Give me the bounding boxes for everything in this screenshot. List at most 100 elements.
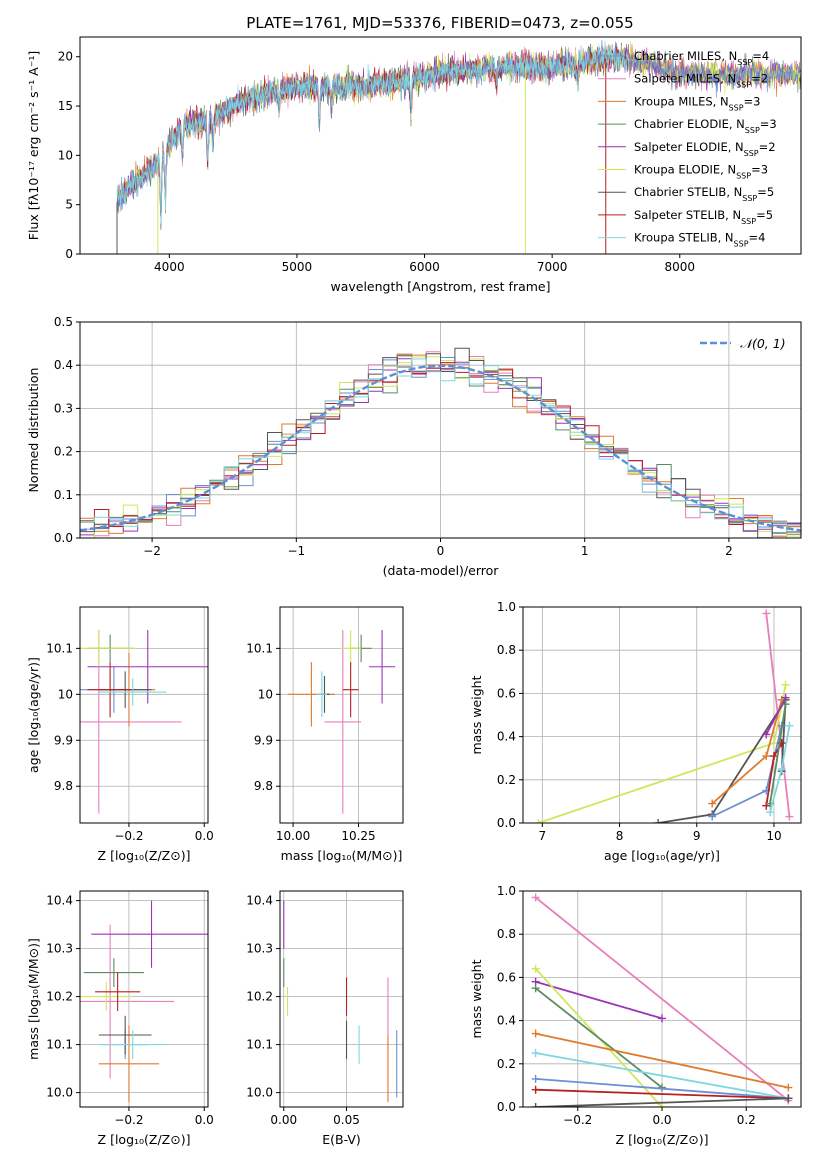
axes: −0.2 0.0 9.8 9.9 10 10.1 Z [log₁₀(Z/Z⊙)] age [l… (26, 606, 214, 863)
legend-label: Salpeter MILES, NSSP=2 (634, 72, 768, 90)
y-tick-label: 0.5 (54, 315, 73, 329)
mass-vs-metallicity-panel: −0.2 0.0 10.0 10.1 10.2 10.3 10.4 Z [log₁₀(Z/Z⊙… (26, 890, 214, 1147)
y-tick-label: 0.8 (497, 927, 516, 941)
residuals-panel: −2 −1 0 1 2 0.0 0.1 0.2 0.3 0.4 0.5 (data-model)/er… (26, 315, 802, 578)
weight-marker (531, 1049, 540, 1057)
axes-frame (522, 606, 802, 824)
axes-frame (79, 890, 209, 1108)
weight-marker (654, 819, 663, 823)
weight-marker (785, 812, 794, 821)
legend-label: Chabrier STELIB, NSSP=5 (634, 185, 774, 203)
weight-marker (777, 765, 786, 773)
weight-marker (531, 1085, 540, 1094)
legend-label: Salpeter ELODIE, NSSP=2 (634, 140, 776, 158)
y-tick-label: 10.4 (246, 894, 273, 908)
x-tick-label: −0.2 (563, 1113, 592, 1127)
y-tick-label: 9.8 (54, 779, 73, 793)
x-axis-label: age [log₁₀(age/yr)] (604, 848, 720, 863)
spectrum-panel: 4000 5000 6000 7000 8000 0 5 10 15 20 wavelength [… (26, 36, 802, 294)
x-tick-label: 0 (437, 544, 445, 558)
x-tick-label: 0.05 (333, 1113, 360, 1127)
x-tick-label: −0.2 (114, 1113, 143, 1127)
y-axis-label: Normed distribution (26, 368, 41, 493)
weight-marker (708, 799, 717, 808)
y-axis-label: age [log₁₀(age/yr)] (26, 657, 41, 773)
x-tick-label: 8 (616, 829, 624, 843)
y-tick-label: 0.3 (54, 401, 73, 415)
weight-marker (531, 893, 540, 902)
weight-marker (769, 739, 778, 748)
x-tick-label: 6000 (409, 260, 440, 274)
axes-frame (79, 606, 209, 824)
y-axis-label: mass weight (469, 959, 484, 1038)
weight-marker (781, 700, 790, 709)
x-tick-label: 10.00 (276, 829, 310, 843)
x-axis-label: wavelength [Angstrom, rest frame] (330, 279, 550, 294)
weight-marker (531, 964, 540, 973)
y-tick-label: 0.4 (497, 730, 516, 744)
weight-marker (531, 1103, 540, 1107)
y-tick-label: 0.2 (497, 773, 516, 787)
plot-area (287, 629, 396, 814)
weight-marker (762, 730, 771, 739)
weight-marker (534, 819, 543, 823)
x-axis-label: E(B-V) (322, 1132, 361, 1147)
plot-area (80, 347, 801, 538)
weight-line (535, 1078, 789, 1100)
axes: −0.2 0.0 10.0 10.1 10.2 10.3 10.4 Z [log₁₀(Z/Z⊙… (26, 890, 214, 1147)
weight-line (535, 896, 789, 1102)
y-tick-label: 0 (65, 247, 73, 261)
age-vs-mass-panel: 10.00 10.25 9.8 9.9 10 10.1 mass [log₁₀(M/M⊙)] (246, 606, 404, 863)
x-tick-label: 0.0 (652, 1113, 671, 1127)
plot-area (534, 609, 794, 823)
legend-label: Chabrier ELODIE, NSSP=3 (634, 117, 777, 135)
weight-marker (762, 752, 771, 761)
x-tick-label: 0.0 (195, 829, 214, 843)
plot-area (80, 900, 208, 1103)
axes-frame (79, 36, 802, 255)
axes: 4000 5000 6000 7000 8000 0 5 10 15 20 wavelength [… (26, 36, 802, 294)
legend-label: Salpeter STELIB, NSSP=5 (634, 208, 773, 226)
legend-label: Kroupa STELIB, NSSP=4 (634, 231, 765, 249)
axes: 0.00 0.05 10.0 10.1 10.2 10.3 10.4 E(B-V) (246, 890, 404, 1147)
x-tick-label: 0.00 (270, 1113, 297, 1127)
axes: 7 8 9 10 0.0 0.2 0.4 0.6 0.8 1.0 age [log₁₀(age/yr… (469, 600, 802, 863)
y-tick-label: 15 (58, 99, 73, 113)
weight-line (535, 1052, 789, 1100)
axes: −0.2 0.0 0.2 0.0 0.2 0.4 0.6 0.8 1.0 Z [log₁₀(Z/Z… (469, 884, 802, 1147)
plot-area (116, 39, 801, 254)
x-tick-label: −0.2 (114, 829, 143, 843)
weight-line (538, 684, 787, 823)
y-tick-label: 20 (58, 50, 73, 64)
x-tick-label: −1 (287, 544, 305, 558)
weight-marker (784, 1094, 793, 1103)
weight-line (535, 1088, 789, 1100)
mass-vs-reddening-panel: 0.00 0.05 10.0 10.1 10.2 10.3 10.4 E(B-V) (246, 890, 404, 1147)
y-tick-label: 9.8 (254, 779, 273, 793)
weight-marker (785, 721, 794, 730)
weight-line (535, 1032, 789, 1089)
y-tick-label: 0.1 (54, 488, 73, 502)
y-tick-label: 0.2 (54, 445, 73, 459)
legend-label: Kroupa ELODIE, NSSP=3 (634, 163, 768, 181)
y-tick-label: 10.3 (46, 942, 73, 956)
weight-marker (762, 609, 771, 618)
plot-area (531, 893, 793, 1107)
plot-area (80, 629, 208, 814)
spectrum-line (116, 40, 629, 224)
normal-curve (80, 364, 801, 532)
weight-marker (708, 812, 717, 821)
weight-line (769, 704, 787, 804)
x-tick-label: 7000 (537, 260, 568, 274)
y-tick-label: 10 (58, 687, 73, 701)
y-tick-label: 9.9 (254, 733, 273, 747)
y-axis-label: mass weight (469, 675, 484, 754)
y-tick-label: 10.0 (46, 1086, 73, 1100)
x-tick-label: 9 (693, 829, 701, 843)
weight-marker (658, 1103, 666, 1107)
x-tick-label: 8000 (664, 260, 695, 274)
x-tick-label: 4000 (154, 260, 185, 274)
legend: Chabrier MILES, NSSP=4 Salpeter MILES, NS… (598, 49, 777, 248)
y-axis-label: mass [log₁₀(M/M⊙)] (26, 938, 41, 1060)
axes-frame (279, 606, 404, 824)
